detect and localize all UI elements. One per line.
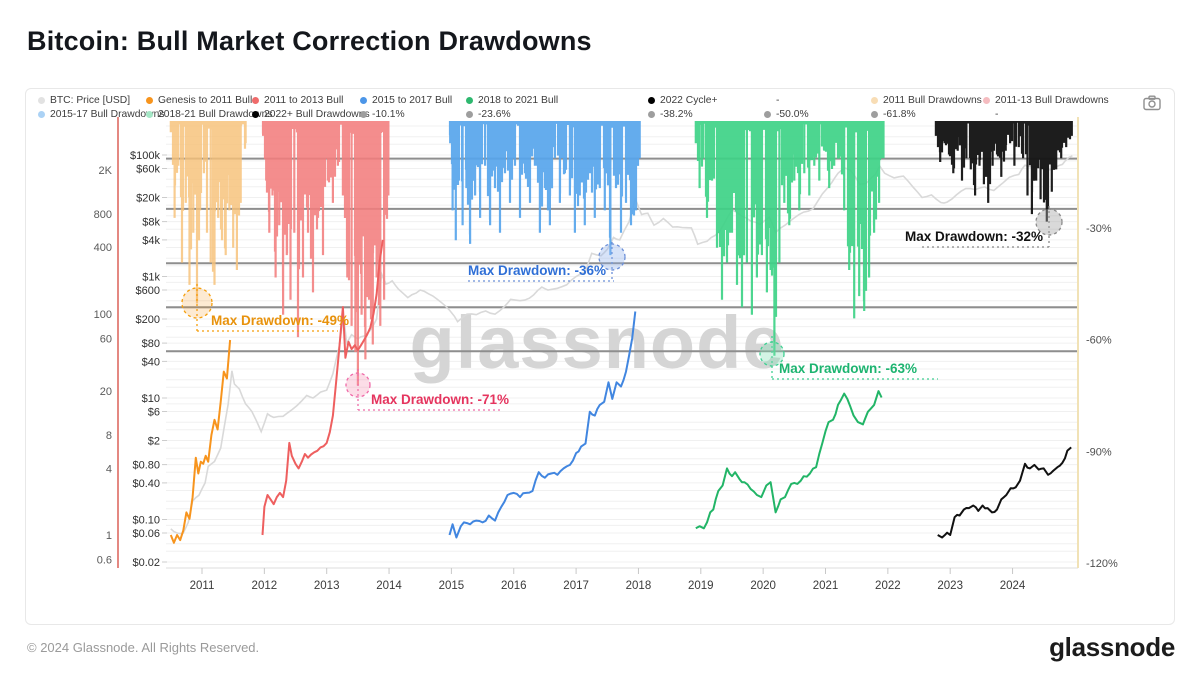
legend-label: -23.6% xyxy=(478,108,511,120)
footer: © 2024 Glassnode. All Rights Reserved. g… xyxy=(27,632,1175,663)
legend-label: -61.8% xyxy=(883,108,916,120)
glassnode-logo: glassnode xyxy=(1049,632,1175,662)
legend-swatch xyxy=(648,97,655,104)
legend-swatch xyxy=(38,110,45,118)
legend-item-10-1[interactable]: -10.1% xyxy=(360,109,405,120)
legend-item-genesis-to-2011-bull[interactable]: Genesis to 2011 Bull xyxy=(146,95,252,106)
legend-item-2018-to-2021-bull[interactable]: 2018 to 2021 Bull xyxy=(466,95,558,106)
legend-swatch xyxy=(38,97,45,104)
legend-label: 2018 to 2021 Bull xyxy=(478,95,559,106)
legend-swatch xyxy=(360,97,367,104)
legend-item-2022-cycle[interactable]: 2022 Cycle+ xyxy=(648,95,718,106)
legend-label: -38.2% xyxy=(660,108,693,120)
legend-swatch xyxy=(146,110,153,118)
legend-label: BTC: Price [USD] xyxy=(50,95,131,106)
legend-swatch xyxy=(871,97,878,104)
legend-label: -50.0% xyxy=(776,108,809,120)
copyright-text: © 2024 Glassnode. All Rights Reserved. xyxy=(27,640,260,655)
legend-swatch xyxy=(871,110,878,118)
legend-item-61-8[interactable]: -61.8% xyxy=(871,109,916,120)
page-title: Bitcoin: Bull Market Correction Drawdown… xyxy=(27,26,592,56)
legend-item-2011-13-bull-drawdowns[interactable]: 2011-13 Bull Drawdowns xyxy=(983,95,1109,106)
legend-label: 2011 to 2013 Bull xyxy=(264,95,344,106)
legend-item-23-6[interactable]: -23.6% xyxy=(466,109,511,120)
legend-swatch xyxy=(146,97,153,104)
legend-label: 2011 Bull Drawdowns xyxy=(883,95,982,106)
legend-label: 2018-21 Bull Drawdowns xyxy=(158,108,273,120)
legend-item-btc-price-usd[interactable]: BTC: Price [USD] xyxy=(38,95,130,106)
legend-item-2015-17-bull-drawdowns[interactable]: 2015-17 Bull Drawdowns xyxy=(38,109,164,120)
legend-swatch xyxy=(252,97,259,104)
legend-item-50-0[interactable]: -50.0% xyxy=(764,109,809,120)
legend-item-2018-21-bull-drawdowns[interactable]: 2018-21 Bull Drawdowns xyxy=(146,109,272,120)
camera-icon xyxy=(1143,95,1161,110)
legend-swatch xyxy=(360,110,367,118)
camera-button[interactable] xyxy=(1139,92,1165,116)
legend-swatch xyxy=(466,97,473,104)
legend-item-38-2[interactable]: -38.2% xyxy=(648,109,693,120)
legend-label: -10.1% xyxy=(372,108,405,120)
legend-item-2011-bull-drawdowns[interactable]: 2011 Bull Drawdowns xyxy=(871,95,982,106)
legend-item-[interactable]: - xyxy=(764,95,779,106)
legend-label: 2022 Cycle+ xyxy=(660,95,718,106)
legend-item-2015-to-2017-bull[interactable]: 2015 to 2017 Bull xyxy=(360,95,452,106)
legend-label: 2015-17 Bull Drawdowns xyxy=(50,108,165,120)
legend-label: - xyxy=(776,95,780,106)
legend-item-2022-bull-drawdowns[interactable]: 2022+ Bull Drawdowns xyxy=(252,109,370,120)
chart-legend: BTC: Price [USD] Genesis to 2011 Bull 2011… xyxy=(0,0,1200,130)
legend-item-2011-to-2013-bull[interactable]: 2011 to 2013 Bull xyxy=(252,95,343,106)
legend-swatch xyxy=(466,110,473,118)
legend-label: 2022+ Bull Drawdowns xyxy=(264,108,370,120)
legend-swatch xyxy=(648,110,655,118)
chart-card xyxy=(25,88,1175,625)
legend-swatch xyxy=(983,97,990,104)
legend-swatch xyxy=(252,110,259,118)
legend-label: Genesis to 2011 Bull xyxy=(158,95,253,106)
legend-label: 2015 to 2017 Bull xyxy=(372,95,453,106)
legend-label: - xyxy=(995,108,999,120)
legend-item-[interactable]: - xyxy=(983,109,998,120)
legend-label: 2011-13 Bull Drawdowns xyxy=(995,95,1109,106)
legend-swatch xyxy=(764,110,771,118)
